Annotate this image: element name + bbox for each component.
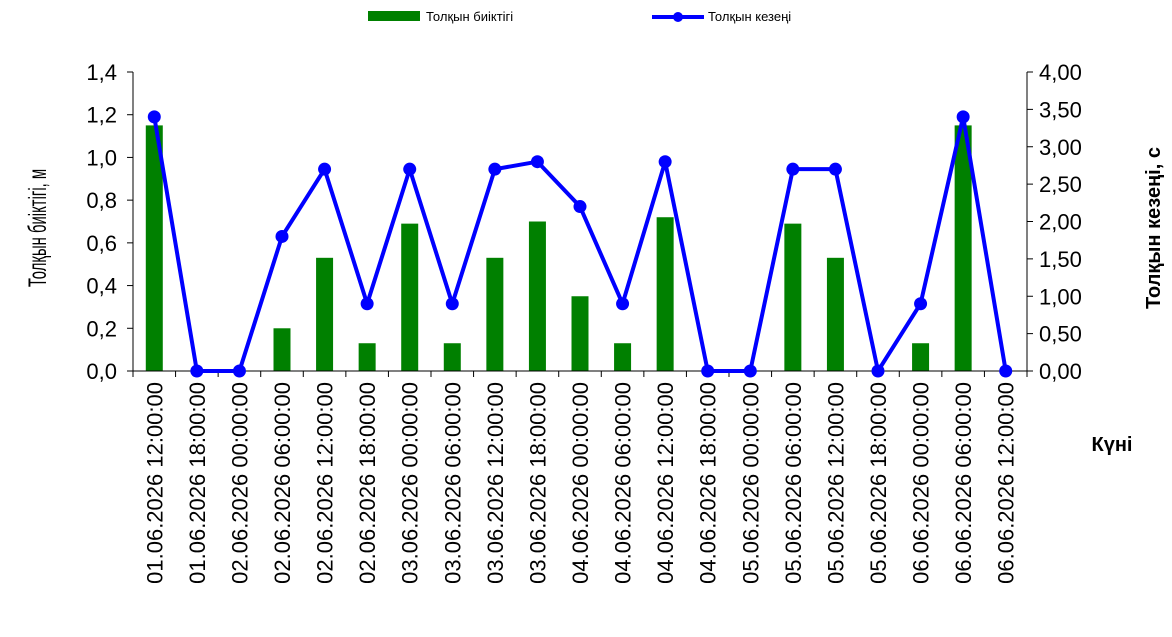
plot-area: 0,0 0,2 0,4 0,6 0,8 1,0 1,2 1,4 0,00 0,50 1,00 1,50…: [86, 60, 1081, 584]
line-point-16: [828, 162, 842, 176]
y-right-tick-label-4: 2,00: [1039, 210, 1082, 235]
y-left-tick-label-7: 1,4: [86, 60, 117, 85]
line-point-19: [956, 110, 970, 124]
line-point-8: [488, 162, 502, 176]
x-tick-label-11: 04.06.2026 06:00:00: [611, 382, 636, 584]
bar-11: [614, 343, 632, 371]
bar-7: [443, 343, 461, 371]
line-point-20: [999, 364, 1013, 378]
y-left-tick-label-2: 0,4: [86, 274, 117, 299]
x-tick-label-14: 05.06.2026 00:00:00: [738, 382, 763, 584]
legend: Толқын биіктігі Толқын кезеңі: [368, 9, 791, 24]
y-right-tick-label-0: 0,00: [1039, 359, 1082, 384]
y-right-tick-label-3: 1,50: [1039, 247, 1082, 272]
line-point-4: [318, 162, 332, 176]
line-point-7: [445, 297, 459, 311]
y-left-tick-label-4: 0,8: [86, 188, 117, 213]
line-point-18: [914, 297, 928, 311]
y-left-tick-label-1: 0,2: [86, 316, 117, 341]
legend-bar-label: Толқын биіктігі: [426, 9, 513, 24]
line-point-3: [275, 229, 289, 243]
y-left-tick-label-3: 0,6: [86, 231, 117, 256]
bar-19: [954, 125, 972, 372]
bar-6: [401, 223, 419, 371]
y-left-tick-label-5: 1,0: [86, 145, 117, 170]
line-point-12: [658, 155, 672, 169]
line-point-17: [871, 364, 885, 378]
line-point-10: [573, 200, 587, 214]
bar-8: [486, 257, 504, 371]
bar-0: [145, 125, 163, 372]
line-point-0: [147, 110, 161, 124]
x-tick-label-1: 01.06.2026 18:00:00: [185, 382, 210, 584]
bar-12: [656, 217, 674, 371]
y-right-tick-label-2: 1,00: [1039, 284, 1082, 309]
line-point-9: [530, 155, 544, 169]
x-tick-label-0: 01.06.2026 12:00:00: [142, 382, 167, 584]
x-tick-label-4: 02.06.2026 12:00:00: [313, 382, 338, 584]
y-left-tick-label-6: 1,2: [86, 103, 117, 128]
x-tick-label-13: 04.06.2026 18:00:00: [696, 382, 721, 584]
y-right-tick-label-6: 3,00: [1039, 135, 1082, 160]
y-right-tick-label-8: 4,00: [1039, 60, 1082, 85]
bar-3: [273, 328, 291, 371]
legend-line-label: Толқын кезеңі: [708, 9, 791, 24]
line-point-14: [743, 364, 757, 378]
y-right-tick-label-1: 0,50: [1039, 322, 1082, 347]
bar-10: [571, 296, 589, 371]
x-tick-label-16: 05.06.2026 12:00:00: [823, 382, 848, 584]
x-tick-label-5: 02.06.2026 18:00:00: [355, 382, 380, 584]
y-right-tick-label-5: 2,50: [1039, 172, 1082, 197]
x-tick-label-8: 03.06.2026 12:00:00: [483, 382, 508, 584]
line-point-5: [360, 297, 374, 311]
bar-15: [784, 223, 802, 371]
y-right-tick-label-7: 3,50: [1039, 97, 1082, 122]
line-point-2: [232, 364, 246, 378]
y-right-axis-title: Толқын кезеңі, с: [1143, 147, 1165, 309]
bar-16: [826, 257, 844, 371]
y-left-tick-label-0: 0,0: [86, 359, 117, 384]
line-point-15: [786, 162, 800, 176]
x-tick-label-18: 06.06.2026 00:00:00: [909, 382, 934, 584]
legend-line-marker: [673, 12, 683, 22]
x-tick-label-12: 04.06.2026 12:00:00: [653, 382, 678, 584]
y-left-axis-title: Толқын биіктігі, м: [24, 169, 52, 287]
x-tick-label-15: 05.06.2026 06:00:00: [781, 382, 806, 584]
x-tick-label-20: 06.06.2026 12:00:00: [994, 382, 1019, 584]
line-point-1: [190, 364, 204, 378]
x-tick-label-19: 06.06.2026 06:00:00: [951, 382, 976, 584]
x-tick-label-9: 03.06.2026 18:00:00: [525, 382, 550, 584]
bar-4: [316, 257, 334, 371]
line-point-13: [701, 364, 715, 378]
x-tick-label-6: 03.06.2026 00:00:00: [398, 382, 423, 584]
legend-bar-swatch: [368, 11, 420, 21]
bar-18: [912, 343, 930, 371]
line-point-11: [616, 297, 630, 311]
x-tick-label-10: 04.06.2026 00:00:00: [568, 382, 593, 584]
bar-9: [528, 221, 546, 371]
x-tick-label-3: 02.06.2026 06:00:00: [270, 382, 295, 584]
x-tick-label-17: 05.06.2026 18:00:00: [866, 382, 891, 584]
line-point-6: [403, 162, 417, 176]
x-tick-label-7: 03.06.2026 06:00:00: [440, 382, 465, 584]
x-axis-title: Күні: [1092, 434, 1133, 456]
x-tick-label-2: 02.06.2026 00:00:00: [227, 382, 252, 584]
bar-5: [358, 343, 376, 371]
